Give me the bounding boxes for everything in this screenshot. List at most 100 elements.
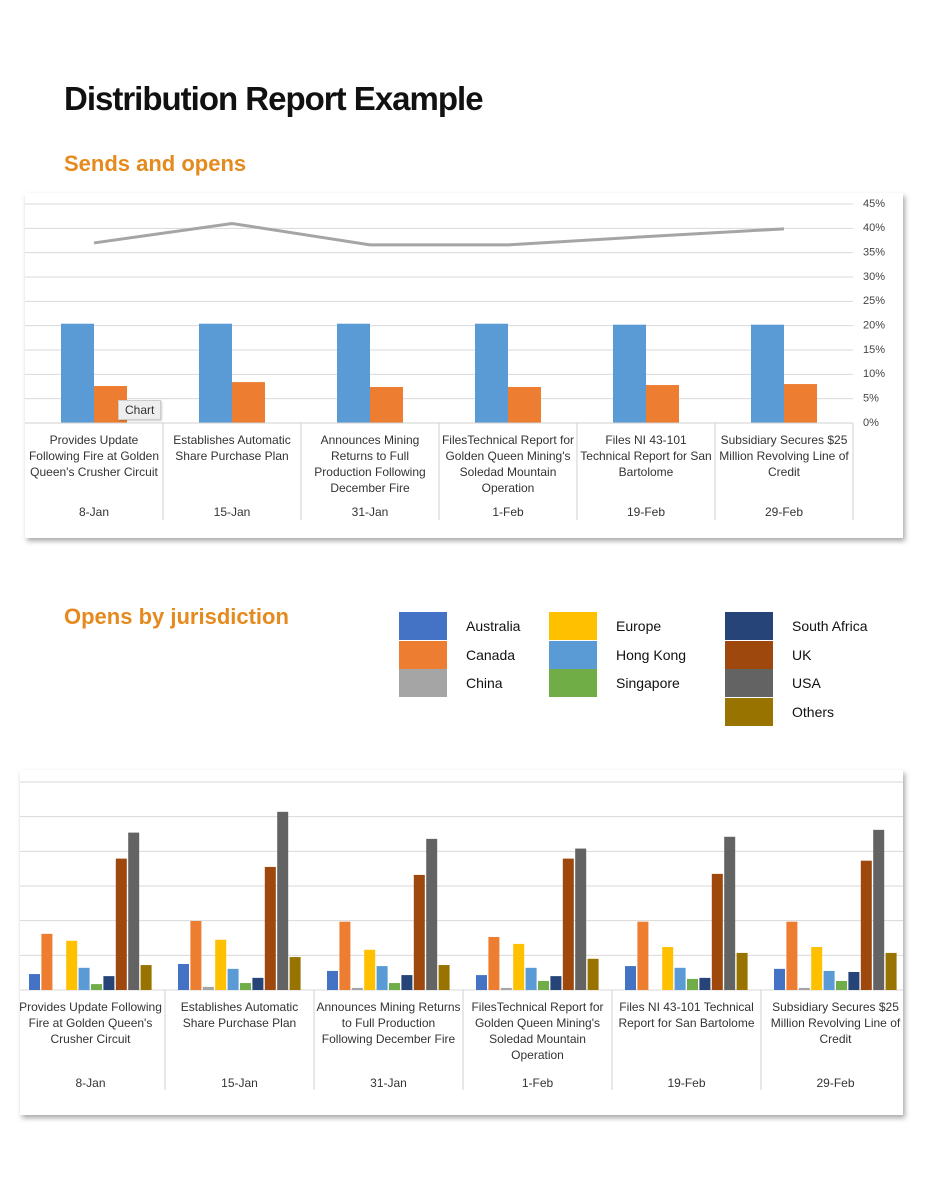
x-tick-date: 8-Jan [75,1076,106,1090]
bar [711,873,723,990]
chart: 0% 5% 10% 15% 20% 25% 30% 35% 40% 45% [25,198,885,520]
bar [751,324,784,423]
legend-swatch [725,640,773,669]
bar [240,983,251,990]
x-tick-label: Provides Update Following Fire at Golden… [28,433,160,479]
bar [227,968,239,990]
y2-tick-label: 20% [863,320,885,332]
bar [575,848,587,990]
bar [848,971,860,990]
bar [687,978,698,990]
legend-swatch [399,640,447,669]
y2-tick-label: 35% [863,247,885,259]
legend-label: Others [792,704,835,721]
bar [66,940,78,990]
bar [389,983,400,990]
bar [370,386,403,423]
x-tick-label: Establishes Automatic Share Purchase Pla… [173,433,291,463]
legend-label: Canada [466,646,516,663]
bar [327,970,338,990]
y2-tick-label: 25% [863,295,885,307]
bar [426,838,438,990]
bar [351,987,363,990]
y2-tick-label: 45% [863,198,885,210]
legend-label: Europe [616,618,662,634]
legend-label: South Africa [792,618,868,634]
bar [500,987,512,990]
x-tick-label: Subsidiary Secures $25 Million Revolving… [719,433,849,479]
y2-tick-label: 0% [863,417,879,429]
x-tick-date: 31-Jan [370,1076,407,1090]
x-tick-date: 29-Feb [764,505,804,519]
x-tick-date: 29-Feb [816,1076,855,1090]
x-tick-date: 31-Jan [351,505,389,519]
bar [264,866,276,990]
bar [784,384,817,423]
line [93,221,785,247]
legend-swatch [399,669,447,698]
bar [538,980,549,990]
bar [508,386,541,423]
bar [736,952,748,990]
bar [488,936,500,990]
bar [61,323,94,423]
bar [525,967,537,990]
bar [699,977,711,990]
bar [215,939,227,990]
x-tick-date: 19-Feb [667,1076,706,1090]
bar [587,958,599,990]
x-tick-label: Files NI 43-101 Technical Report for San… [618,1000,755,1030]
bar [277,811,289,990]
bar [550,976,562,990]
legend-label: Australia [466,618,521,634]
bar [662,947,674,990]
legend-swatch [399,612,447,640]
bar [289,957,301,990]
legend-swatch [549,612,597,640]
y2-tick-label: 30% [863,271,885,283]
bar [823,970,835,990]
y2-tick-label: 5% [863,393,879,405]
y2-tick-label: 10% [863,368,885,380]
bar [364,949,376,990]
x-tick-date: 1-Feb [492,505,524,519]
bar [178,964,189,990]
bar [562,858,574,990]
x-tick-label: Announces Mining Returns to Full Product… [314,433,426,495]
bar [199,323,232,423]
bar [637,921,649,990]
bar [836,980,847,990]
bar [724,836,736,990]
y2-tick-label: 15% [863,344,885,356]
bar [674,967,686,990]
bar [513,943,525,990]
legend-label: Hong Kong [616,646,687,663]
bar [798,987,810,990]
bar [190,921,202,990]
x-tick-date: 19-Feb [626,505,666,519]
legend-swatch [549,669,597,698]
legend-swatch [725,669,773,698]
bar [29,974,40,990]
legend-label: UK [792,646,812,663]
title: Distribution Report Example [64,80,484,117]
x-tick-label: Provides Update Following Fire at Golden… [19,1000,162,1046]
x-tick-date: 15-Jan [213,505,251,519]
bar [873,829,885,990]
bar [646,385,679,423]
bar [376,966,388,990]
bar [78,967,90,990]
bar [337,323,370,423]
section-heading: Opens by jurisdiction [64,604,289,629]
bar [625,966,636,990]
bar [811,947,823,990]
bar [140,965,152,990]
y2-tick-label: 40% [863,222,885,234]
tooltip: Chart [118,400,162,420]
bar [103,976,115,990]
legend-swatch [725,698,773,727]
x-tick-label: FilesTechnical Report for Golden Queen M… [471,1000,604,1062]
bar [475,323,508,423]
x-tick-label: Announces Mining Returns to Full Product… [316,1000,461,1046]
